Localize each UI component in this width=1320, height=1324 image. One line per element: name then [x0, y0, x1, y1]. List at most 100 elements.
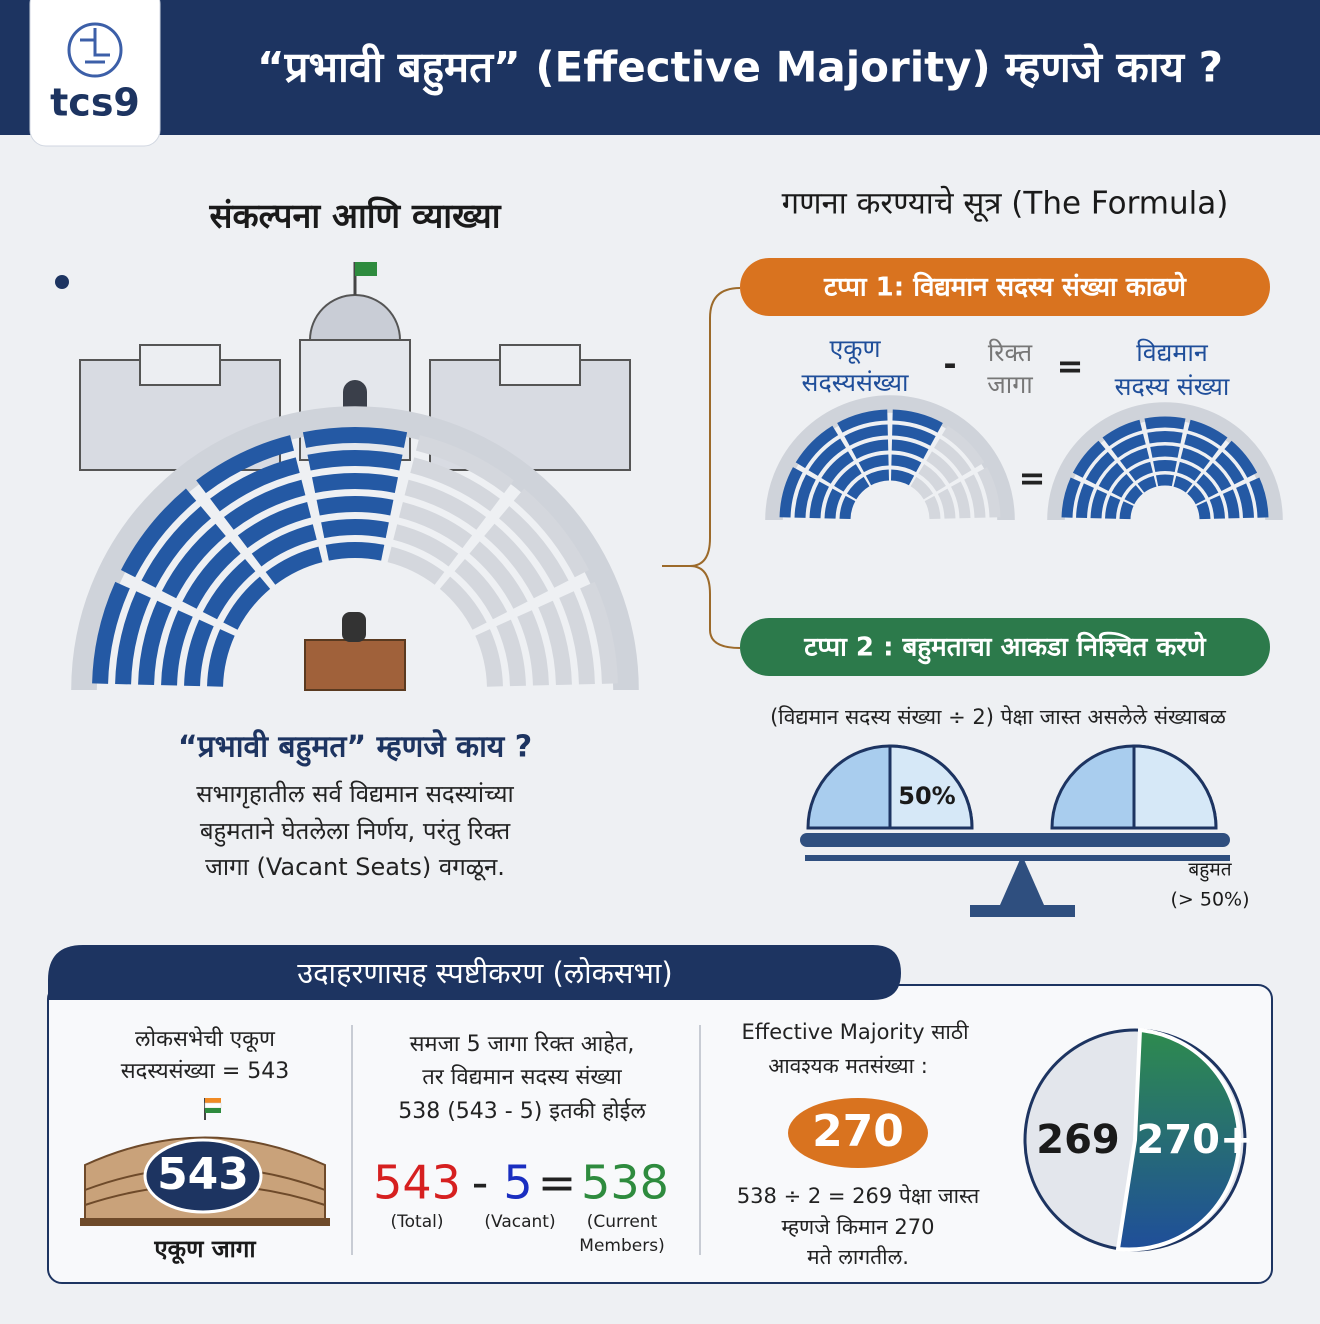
seat-row [891, 454, 922, 473]
seat-row [1061, 477, 1081, 518]
seat-row [1249, 477, 1269, 518]
seat-row [439, 576, 487, 630]
seat-row [808, 438, 847, 477]
seat-row [1209, 495, 1225, 520]
seat-row [559, 591, 595, 685]
seat-row [307, 450, 403, 471]
seat-row [846, 476, 870, 500]
scale [800, 744, 1230, 917]
half-label: 50% [898, 782, 955, 810]
seat-row [302, 427, 408, 448]
majority-note: म्हणजे किमान 270 [782, 1215, 935, 1239]
seat-row [484, 523, 549, 599]
seat-row [115, 591, 151, 685]
seat-row [1150, 445, 1180, 458]
seat-row [325, 542, 385, 561]
seat-row [918, 464, 946, 492]
seat-row [513, 488, 590, 578]
seat-row [1180, 447, 1210, 470]
seat-row [517, 610, 549, 686]
seat-row [237, 502, 312, 549]
bullet [55, 275, 69, 289]
definition-line: जागा (Vacant Seats) वगळून. [205, 853, 505, 881]
seat-row [393, 524, 459, 567]
seat-row [1153, 460, 1177, 473]
term-total: एकूण [829, 334, 881, 364]
seat-row [891, 424, 936, 446]
seat-row [415, 435, 514, 494]
current-text: तर विद्यमान सदस्य संख्या [422, 1064, 622, 1090]
seat-row [858, 454, 889, 473]
page-title: “प्रभावी बहुमत” (Effective Majority) म्ह… [257, 43, 1223, 96]
seat-row [941, 425, 985, 469]
eq-label: (Total) [391, 1212, 444, 1232]
seat-row [538, 600, 572, 686]
seat-row [223, 479, 306, 530]
seat-row [469, 541, 528, 609]
seat-row [1072, 440, 1106, 478]
seat-row [1124, 485, 1144, 505]
concept-heading: संकल्पना आणि व्याख्या [208, 196, 501, 237]
seat-row [1196, 474, 1219, 498]
seat-row [1176, 461, 1202, 482]
term-vacant: जागा [987, 370, 1033, 399]
current-text: 538 (543 - 5) इतकी होईल [398, 1098, 646, 1124]
seat-row [496, 619, 526, 687]
majority-note: मते लागतील. [807, 1245, 909, 1269]
example-heading: उदाहरणासह स्पष्टीकरण (लोकसभा) [297, 956, 672, 990]
seat-row [1137, 475, 1157, 493]
seat-row [964, 474, 986, 519]
total-text: लोकसभेची एकूण [135, 1026, 276, 1053]
seat-row [865, 469, 890, 486]
seat-row [207, 629, 235, 687]
seat-row [950, 481, 971, 519]
seat-row [890, 469, 915, 486]
seat-row [794, 474, 816, 519]
seat-row [1222, 489, 1240, 519]
eq-current: 538 [581, 1156, 669, 1210]
seat-row [1215, 451, 1245, 485]
term-current: विद्यमान [1136, 338, 1209, 367]
seat-row [1196, 501, 1211, 520]
seat-row [120, 488, 197, 578]
bracket [662, 287, 741, 649]
term-current: सदस्य संख्या [1115, 372, 1230, 401]
seat-row [92, 581, 130, 684]
eq-label: (Current [587, 1212, 658, 1232]
step2-description: (विद्यमान सदस्य संख्या ÷ 2) पेक्षा जास्त… [770, 705, 1227, 729]
seat-row [223, 576, 271, 630]
equals: = [1019, 459, 1046, 497]
seat-row [1155, 474, 1175, 487]
seat-row [265, 546, 323, 585]
step2-pill [740, 618, 1270, 676]
seat-row [1144, 416, 1186, 430]
seat-row [161, 610, 193, 686]
header-bar [0, 0, 1320, 135]
majority-text: Effective Majority साठी [741, 1020, 969, 1044]
seat-row [933, 438, 972, 477]
majority-note: (> 50%) [1170, 889, 1249, 911]
eq-vacant: 5 [503, 1156, 532, 1210]
term-total: सदस्यसंख्या [802, 368, 909, 397]
seat-row [410, 457, 500, 512]
seat-row [795, 425, 839, 469]
small-chambers [765, 395, 1283, 521]
seat-row [202, 559, 256, 620]
seat-row [141, 506, 212, 588]
seat-row [1128, 461, 1154, 482]
majority-label: बहुमत [1188, 859, 1232, 883]
seat-row [184, 619, 214, 687]
seat-row [837, 409, 888, 433]
seat-row [1173, 475, 1193, 493]
seat-row [475, 629, 503, 687]
majority-note: 538 ÷ 2 = 269 पेक्षा जास्त [737, 1184, 980, 1208]
seat-row [824, 488, 843, 519]
seat-row [196, 435, 295, 494]
pie-left-label: 269 [1036, 1117, 1120, 1163]
total-caption: एकूण जागा [153, 1235, 256, 1265]
seat-row [1111, 433, 1146, 458]
logo-icon [67, 22, 123, 78]
definition-line: बहुमताने घेतलेला निर्णय, परंतु रिक्त [200, 817, 512, 847]
